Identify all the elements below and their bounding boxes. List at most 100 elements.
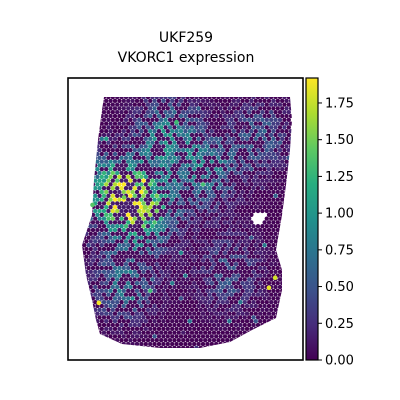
spot: [277, 262, 283, 267]
spot: [88, 178, 93, 183]
colorbar-tick-label: 0.25: [325, 317, 354, 332]
spot: [286, 132, 291, 138]
spot: [88, 208, 93, 214]
spot: [198, 178, 203, 183]
spot: [214, 296, 219, 301]
spot: [266, 167, 272, 172]
spot: [277, 315, 283, 320]
spot: [137, 216, 142, 221]
spot: [203, 292, 208, 297]
spot: [207, 262, 212, 267]
spot: [163, 125, 168, 130]
spot: [211, 315, 217, 320]
spot: [165, 182, 170, 187]
spot: [189, 170, 195, 176]
spot: [108, 151, 113, 157]
spot: [170, 106, 175, 111]
spot: [218, 197, 223, 202]
spot: [227, 281, 232, 286]
spot: [178, 189, 184, 195]
spot: [174, 205, 179, 210]
spot: [218, 144, 223, 149]
spot: [271, 227, 276, 233]
spot: [277, 338, 283, 343]
spot: [249, 151, 254, 157]
spot: [141, 246, 146, 252]
spot: [227, 288, 232, 293]
spot: [154, 140, 159, 145]
spot: [139, 296, 144, 301]
spot: [178, 250, 184, 255]
spot: [244, 98, 250, 103]
spot: [273, 208, 278, 214]
spot: [238, 97, 243, 100]
spot: [128, 330, 133, 335]
spot: [277, 345, 283, 348]
spot: [280, 288, 285, 293]
spot: [271, 159, 276, 164]
spot: [251, 262, 256, 267]
spot: [192, 113, 197, 119]
spot: [262, 205, 267, 210]
spot: [90, 326, 96, 331]
spot: [273, 216, 278, 221]
spot: [203, 284, 208, 290]
spot: [198, 110, 203, 115]
spot: [205, 227, 210, 233]
spot: [262, 129, 267, 134]
spot: [280, 311, 285, 316]
spot: [128, 208, 133, 214]
spot: [240, 174, 245, 179]
spot: [280, 235, 285, 240]
spot: [119, 216, 124, 221]
spot: [170, 189, 175, 195]
spot: [143, 326, 148, 331]
spot: [174, 296, 179, 301]
spot: [240, 311, 245, 316]
spot: [99, 167, 104, 172]
spot: [220, 201, 225, 206]
spot: [152, 235, 157, 240]
spot: [247, 330, 252, 335]
spot: [123, 132, 129, 138]
spot: [253, 174, 258, 179]
colorbar-tick-label: 1.50: [325, 133, 354, 148]
spot: [286, 269, 291, 274]
spot: [251, 300, 256, 305]
spot: [167, 307, 173, 312]
spot: [178, 159, 184, 164]
spot: [231, 212, 236, 217]
spot: [244, 151, 250, 157]
spot: [82, 227, 87, 233]
spot: [207, 186, 212, 191]
spot: [82, 292, 85, 297]
spot: [183, 243, 188, 248]
spot: [266, 258, 272, 263]
spot: [123, 178, 129, 183]
spot: [187, 273, 192, 278]
spot: [196, 250, 201, 255]
spot: [99, 106, 104, 111]
spot: [227, 144, 232, 149]
spot: [183, 113, 188, 119]
spot: [275, 296, 280, 301]
spot: [148, 250, 153, 255]
spot: [95, 235, 100, 240]
spot: [203, 110, 208, 115]
spot: [242, 284, 247, 290]
spot: [211, 102, 217, 107]
spot: [240, 205, 245, 210]
spot: [134, 341, 140, 347]
spot: [154, 201, 159, 206]
spot: [165, 151, 170, 157]
spot: [264, 315, 269, 320]
spot: [101, 246, 107, 252]
spot: [236, 303, 241, 309]
spot: [112, 151, 118, 157]
spot: [225, 117, 230, 122]
spot: [172, 300, 177, 305]
spot: [273, 345, 278, 348]
spot: [152, 281, 157, 286]
spot: [115, 292, 120, 297]
spot: [154, 186, 159, 191]
